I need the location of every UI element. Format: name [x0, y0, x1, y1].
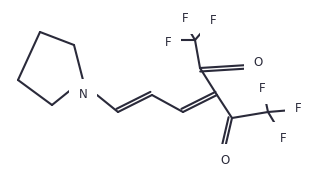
Text: O: O	[220, 154, 230, 167]
Text: F: F	[295, 102, 301, 115]
Text: F: F	[259, 82, 265, 95]
Text: F: F	[165, 36, 171, 49]
Text: O: O	[253, 56, 263, 69]
Text: F: F	[280, 131, 286, 144]
Text: N: N	[79, 89, 88, 102]
Text: F: F	[210, 14, 216, 27]
Text: F: F	[182, 11, 188, 24]
